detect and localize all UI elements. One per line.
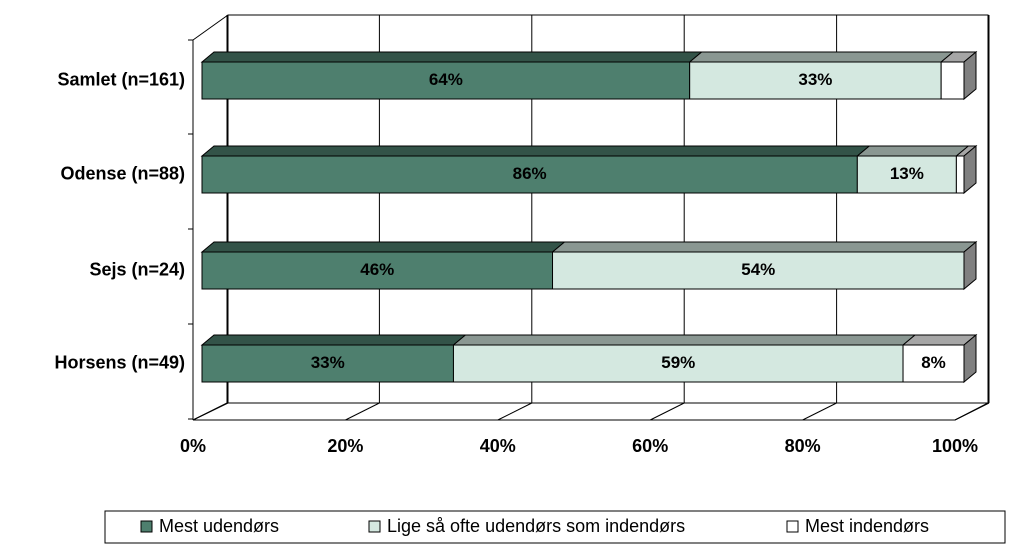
category-label: Odense (n=88) [60,163,185,183]
floor-grid-line [649,402,685,421]
bar [856,155,957,194]
legend-label: Lige så ofte udendørs som indendørs [387,516,685,536]
bar-side [963,50,977,101]
floor-grid-line [345,402,380,421]
bar-side [963,333,977,384]
legend-label: Mest indendørs [805,516,929,536]
bar [955,155,965,194]
data-label: 59% [661,353,695,372]
legend-swatch [786,520,799,533]
bar-side [963,240,977,291]
legend-box [104,510,1006,544]
x-tick-label: 100% [932,436,978,456]
floor-grid-line [192,402,228,421]
bar-top [551,241,978,253]
bar [552,251,965,290]
legend-label: Mest udendørs [159,516,279,536]
category-label: Horsens (n=49) [54,352,185,372]
x-tick-label: 60% [632,436,668,456]
data-label: 13% [890,164,924,183]
bar-top [200,51,704,63]
legend-swatch [368,520,381,533]
category-label: Sejs (n=24) [89,259,185,279]
floor-grid-line [954,402,990,421]
category-label: Samlet (n=161) [57,69,185,89]
x-tick-label: 20% [327,436,363,456]
data-label: 46% [360,260,394,279]
bar [902,344,965,383]
floor-grid-line [802,402,837,421]
bar-top [200,145,871,157]
bar-top [200,334,467,346]
bar-top [452,334,917,346]
y-axis-depth [192,14,229,41]
floor [192,402,989,421]
legend-swatch [140,520,153,533]
bar [201,344,454,383]
bar-side [963,144,977,195]
data-label: 33% [798,70,832,89]
bar-top [200,241,566,253]
bar [689,61,942,100]
floor-grid-line [497,402,533,421]
data-label: 33% [311,353,345,372]
data-label: 54% [741,260,775,279]
x-tick-label: 40% [480,436,516,456]
data-label: 64% [429,70,463,89]
data-label: 86% [513,164,547,183]
bar [201,155,858,194]
bar [452,344,904,383]
x-tick-label: 80% [785,436,821,456]
bar [940,61,965,100]
bar-top [688,51,955,63]
data-label: 8% [921,353,946,372]
x-tick-label: 0% [180,436,206,456]
bar [201,251,554,290]
bar [201,61,691,100]
bar-top [855,145,970,157]
